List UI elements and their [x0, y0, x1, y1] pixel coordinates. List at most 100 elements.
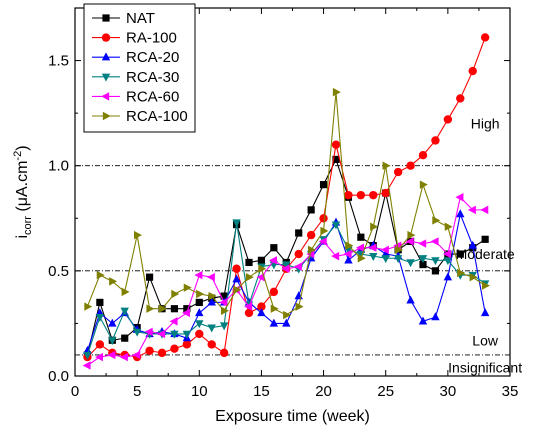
data-point [144, 327, 153, 337]
data-point [419, 180, 428, 189]
data-point [394, 245, 403, 255]
data-point [182, 330, 192, 339]
y-axis-title: icorr (μA.cm-2) [12, 145, 34, 238]
region-label: Low [472, 332, 499, 348]
data-point [418, 316, 428, 325]
data-point [294, 249, 303, 259]
y-tick-label: 0.5 [48, 263, 69, 280]
data-point [381, 255, 390, 264]
x-tick-label: 5 [133, 383, 141, 400]
data-point [121, 334, 129, 342]
data-point [418, 255, 428, 264]
data-point [232, 219, 241, 228]
data-point [207, 297, 216, 306]
data-point [107, 350, 116, 360]
series-nat [83, 155, 489, 359]
data-point [480, 308, 490, 317]
data-point [344, 190, 353, 200]
legend-marker [102, 111, 111, 121]
legend-box [83, 3, 196, 133]
data-point [443, 272, 453, 281]
data-point [169, 317, 178, 326]
legend-label: RCA-60 [126, 88, 179, 105]
data-point [468, 240, 477, 249]
data-point [95, 313, 105, 322]
data-point [170, 344, 179, 353]
data-point [132, 328, 142, 337]
data-point [320, 226, 329, 236]
data-point [96, 298, 104, 306]
data-point [357, 233, 365, 241]
legend-label: RCA-20 [126, 49, 179, 66]
legend-marker [101, 73, 111, 82]
data-point [145, 273, 154, 281]
legend: NAT RA-100 RCA-20 RCA-30 RCA-60 RCA-100 [83, 3, 196, 133]
data-point [95, 340, 105, 349]
data-point [443, 257, 453, 266]
data-point [381, 188, 390, 198]
data-point [469, 272, 478, 282]
series-rca-60 [82, 193, 489, 370]
y-tick-label: 1.0 [48, 158, 69, 175]
data-point [455, 193, 464, 202]
data-point [258, 264, 267, 273]
data-point [319, 181, 328, 189]
data-point [182, 308, 191, 318]
data-point [196, 289, 205, 299]
data-point [456, 94, 465, 103]
data-point [195, 329, 204, 339]
data-point [183, 305, 191, 313]
data-point [157, 348, 167, 358]
x-axis-title: Exposure time (week) [215, 408, 370, 425]
data-point [269, 318, 279, 327]
data-point [431, 312, 440, 321]
data-point [257, 256, 266, 264]
x-tick-label: 0 [71, 383, 79, 400]
data-point [95, 352, 104, 362]
data-point [232, 264, 241, 273]
series-line [86, 212, 486, 351]
series-line [87, 196, 486, 366]
series-rca-20 [83, 209, 490, 354]
data-point [171, 289, 180, 299]
data-point [108, 318, 117, 327]
legend-item: RCA-60 [92, 88, 179, 105]
data-point [481, 235, 489, 243]
data-point [293, 262, 302, 271]
data-point [133, 230, 142, 240]
data-point [457, 268, 466, 278]
data-point [356, 190, 366, 200]
data-point [357, 254, 366, 263]
data-point [456, 209, 465, 218]
data-point [443, 249, 452, 259]
y-tick-label: 0.0 [48, 368, 69, 385]
legend-marker [101, 52, 111, 61]
x-tick-label: 10 [191, 383, 208, 400]
data-point [331, 251, 340, 261]
data-point [432, 216, 441, 225]
data-point [393, 255, 403, 264]
data-point [382, 161, 391, 170]
data-point [84, 302, 93, 311]
data-point [220, 306, 229, 316]
data-point [219, 322, 229, 331]
data-point [480, 205, 489, 215]
x-tick-label: 35 [502, 383, 519, 400]
data-point [318, 237, 327, 246]
data-point [369, 190, 378, 200]
data-point [480, 33, 490, 42]
data-point [207, 324, 216, 333]
data-point [307, 206, 315, 214]
data-point [121, 287, 130, 297]
data-point [405, 237, 414, 246]
data-point [331, 140, 341, 149]
x-tick-label: 20 [315, 383, 332, 400]
data-point [418, 151, 428, 160]
data-point [344, 255, 353, 264]
data-point [419, 260, 427, 269]
data-point [207, 340, 216, 349]
data-point [269, 287, 279, 297]
data-point [270, 304, 279, 313]
data-point [233, 285, 242, 294]
